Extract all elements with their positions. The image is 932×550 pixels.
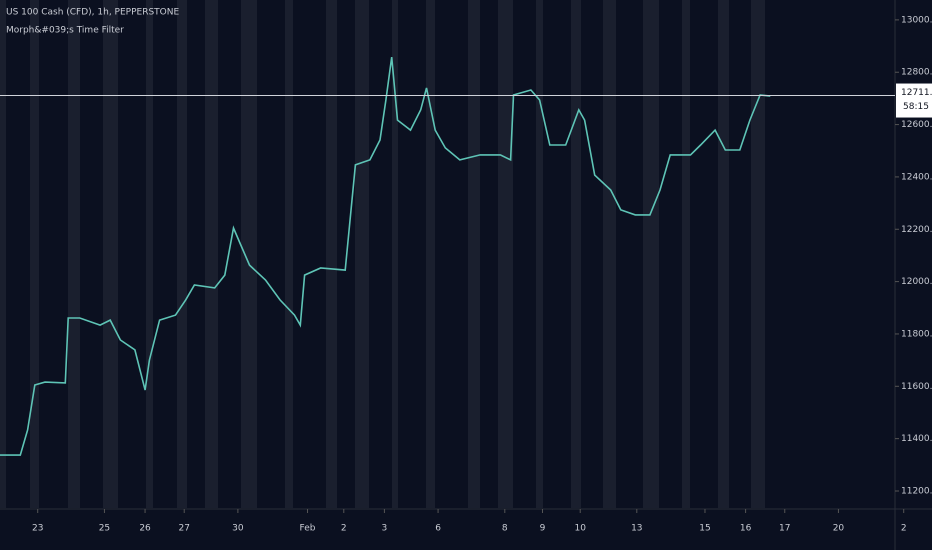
session-stripe xyxy=(643,0,659,508)
y-tick-label: 13000.0 xyxy=(901,15,932,25)
x-tick-label: 23 xyxy=(32,524,43,534)
y-tick-label: 12200.0 xyxy=(901,225,932,235)
session-stripe xyxy=(426,0,435,508)
session-stripe xyxy=(603,0,616,508)
session-stripe xyxy=(571,0,581,508)
session-stripe xyxy=(355,0,369,508)
x-tick-label: 8 xyxy=(502,524,508,534)
x-tick-label: 10 xyxy=(575,524,587,534)
y-tick-label: 11800.0 xyxy=(901,329,932,339)
y-tick-label: 11400.0 xyxy=(901,434,932,444)
x-tick-label: 17 xyxy=(779,524,790,534)
x-tick-label: Feb xyxy=(300,524,316,534)
x-tick-label: 26 xyxy=(139,524,151,534)
session-stripe xyxy=(241,0,257,508)
x-tick-label: 16 xyxy=(740,524,752,534)
y-tick-label: 11200.0 xyxy=(901,486,932,496)
session-stripe xyxy=(536,0,543,508)
x-tick-label: 25 xyxy=(99,524,110,534)
price-line xyxy=(0,56,771,456)
session-stripe xyxy=(146,0,153,508)
session-stripe xyxy=(103,0,118,508)
x-tick-label: 9 xyxy=(540,524,546,534)
chart-title: US 100 Cash (CFD), 1h, PEPPERSTONE xyxy=(6,8,179,18)
session-stripe xyxy=(0,0,6,508)
y-tick-label: 12600.0 xyxy=(901,120,932,130)
session-stripe xyxy=(468,0,480,508)
x-tick-label: 3 xyxy=(382,524,388,534)
session-stripe xyxy=(498,0,513,508)
x-tick-label: 30 xyxy=(232,524,244,534)
session-stripe xyxy=(682,0,690,508)
countdown-label: 58:15 xyxy=(903,102,929,112)
session-stripe xyxy=(30,0,39,508)
y-tick-label: 12400.0 xyxy=(901,172,932,182)
session-stripe xyxy=(751,0,765,508)
x-tick-label: 13 xyxy=(631,524,642,534)
price-label-box xyxy=(896,83,932,118)
x-tick-label: 6 xyxy=(435,524,441,534)
session-stripe xyxy=(392,0,398,508)
session-stripe xyxy=(718,0,729,508)
x-tick-label: 27 xyxy=(178,524,189,534)
session-stripe xyxy=(177,0,187,508)
x-tick-label: 2 xyxy=(901,524,907,534)
indicator-name: Morph&#039;s Time Filter xyxy=(6,26,124,36)
x-tick-label: 2 xyxy=(341,524,347,534)
x-tick-label: 20 xyxy=(833,524,845,534)
last-price-label: 12711.0 xyxy=(901,88,932,98)
session-stripe xyxy=(326,0,337,508)
session-stripe xyxy=(285,0,293,508)
x-tick-label: 15 xyxy=(699,524,710,534)
y-tick-label: 12000.0 xyxy=(901,277,932,287)
y-tick-label: 12800.0 xyxy=(901,68,932,78)
session-stripe xyxy=(205,0,218,508)
y-tick-label: 11600.0 xyxy=(901,382,932,392)
session-stripe xyxy=(68,0,80,508)
